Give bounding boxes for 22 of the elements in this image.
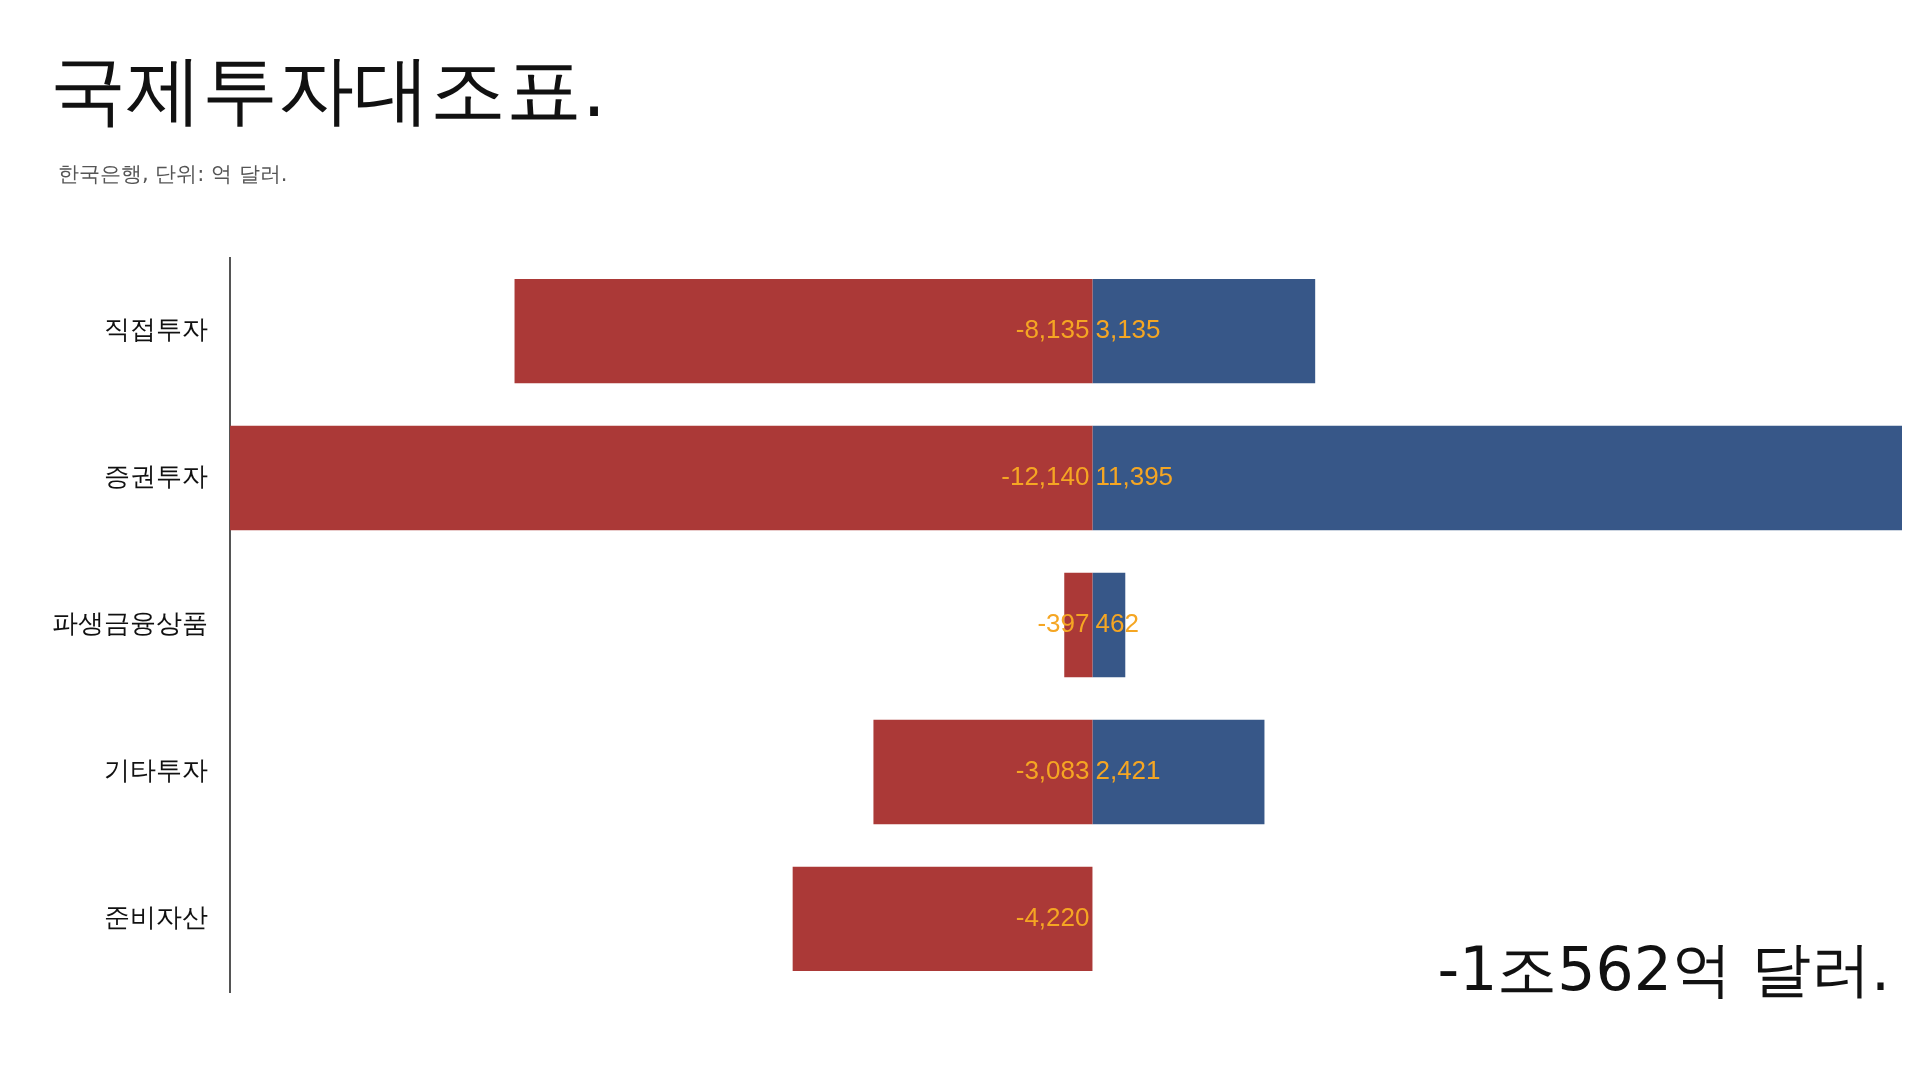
- chart-title: 국제투자대조표.: [50, 44, 607, 136]
- bar: [514, 278, 1093, 384]
- y-tick-label: 증권투자: [104, 460, 208, 491]
- bar: [873, 719, 1093, 825]
- data-label: -4,220: [1015, 902, 1090, 933]
- y-tick-label: 파생금융상품: [52, 607, 208, 638]
- bar: [1092, 425, 1902, 531]
- data-label: -3,083: [1015, 755, 1090, 786]
- data-label: 11,395: [1095, 461, 1174, 492]
- data-label: 2,421: [1095, 755, 1161, 786]
- bar: [230, 425, 1093, 531]
- data-label: 3,135: [1095, 314, 1161, 345]
- data-label: -12,140: [1001, 461, 1090, 492]
- data-label: -8,135: [1015, 314, 1090, 345]
- chart-subtitle: 한국은행, 단위: 억 달러.: [58, 161, 288, 188]
- y-tick-label: 직접투자: [104, 313, 208, 344]
- bar: [792, 866, 1093, 972]
- y-tick-label: 기타투자: [104, 754, 208, 785]
- annotation: -1조562억 달러.: [1437, 933, 1890, 1006]
- bar: [1092, 719, 1265, 825]
- bar: [1092, 278, 1316, 384]
- y-tick-label: 준비자산: [104, 901, 208, 932]
